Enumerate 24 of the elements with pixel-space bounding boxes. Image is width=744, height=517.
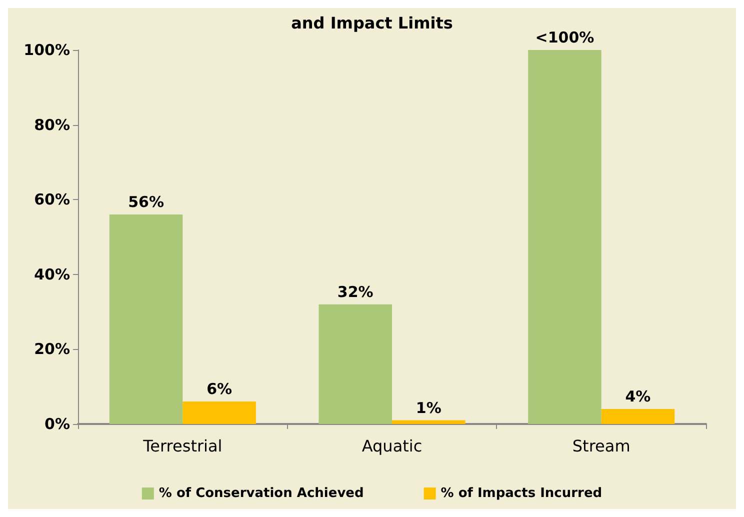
y-tick-label: 60% — [34, 190, 70, 209]
bar — [392, 420, 466, 424]
bar — [182, 402, 256, 424]
y-tick-label: 40% — [34, 265, 70, 284]
legend-label: % of Conservation Achieved — [158, 486, 364, 501]
bar — [318, 304, 392, 424]
x-tick-label: Aquatic — [362, 436, 422, 456]
y-tick-label: 100% — [24, 41, 70, 59]
data-label: <100% — [535, 28, 594, 46]
x-tick-label: Terrestrial — [142, 436, 222, 456]
y-tick-label: 20% — [34, 340, 70, 358]
y-tick-label: 80% — [34, 116, 70, 134]
data-label: 32% — [337, 282, 374, 301]
x-tick-label: Stream — [572, 436, 630, 456]
legend-label: % of Impacts Incurred — [440, 486, 602, 501]
chart-title: and Impact Limits — [291, 14, 453, 32]
bar — [109, 214, 183, 424]
bar — [528, 50, 602, 424]
y-tick-label: 0% — [44, 415, 70, 433]
data-label: 4% — [625, 388, 651, 406]
data-label: 56% — [128, 193, 164, 212]
bar — [601, 409, 675, 424]
data-label: 1% — [416, 398, 442, 417]
data-label: 6% — [206, 380, 232, 398]
